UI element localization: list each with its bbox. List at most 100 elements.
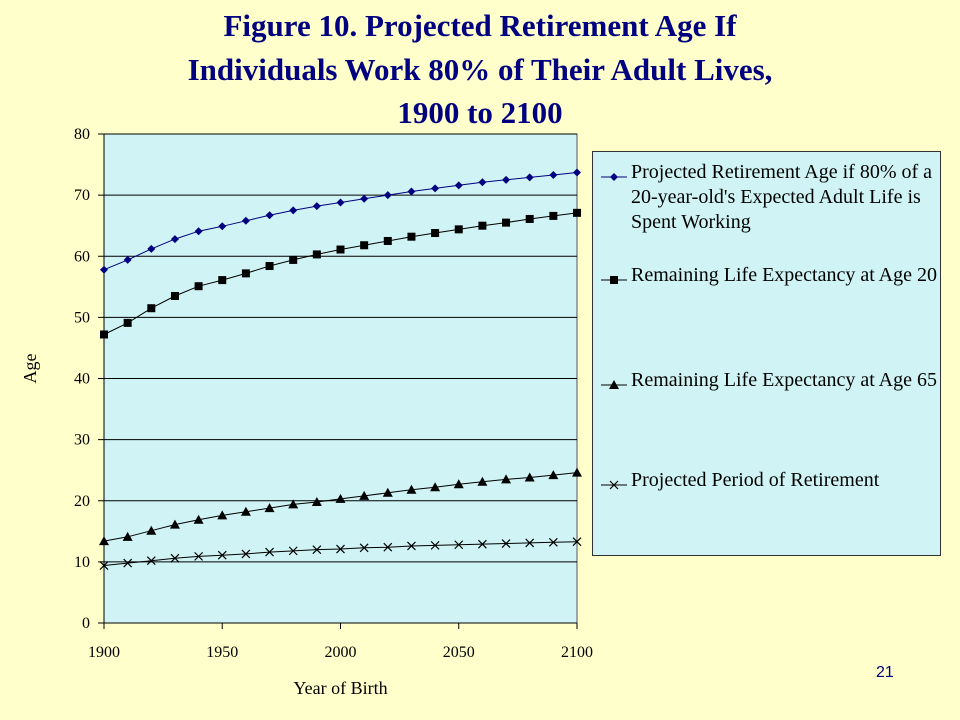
legend-label: Remaining Life Expectancy at Age 65 — [631, 369, 938, 391]
data-point — [501, 539, 511, 548]
legend: Projected Retirement Age if 80% of a 20-… — [592, 151, 941, 556]
data-point — [407, 541, 416, 551]
data-point — [265, 211, 274, 220]
data-point — [573, 208, 581, 217]
data-point — [170, 235, 179, 244]
data-point — [478, 178, 487, 187]
data-point — [265, 262, 274, 271]
data-point — [549, 211, 558, 220]
data-point — [453, 479, 464, 489]
data-point — [147, 304, 156, 313]
y-tick-label: 40 — [74, 371, 90, 388]
legend-swatch-x — [601, 480, 627, 490]
data-point — [477, 476, 488, 486]
y-axis-title: Age — [20, 354, 40, 384]
data-point — [407, 232, 416, 241]
data-point — [100, 265, 108, 274]
data-point — [430, 540, 440, 550]
y-tick-label: 0 — [82, 615, 90, 632]
data-point — [218, 276, 227, 285]
series-x — [99, 537, 582, 570]
data-point — [610, 276, 618, 284]
data-point — [383, 542, 393, 552]
data-point — [360, 241, 369, 250]
data-point — [241, 216, 250, 225]
x-tick-label: 1900 — [88, 644, 120, 661]
data-point — [123, 255, 132, 264]
data-point — [454, 225, 463, 234]
data-point — [524, 472, 535, 482]
data-point — [99, 561, 109, 570]
data-point — [383, 191, 392, 200]
data-point — [147, 244, 156, 253]
data-point — [123, 318, 132, 327]
x-tick-label: 2000 — [325, 644, 357, 661]
data-point — [288, 546, 298, 556]
legend-label: Remaining Life Expectancy at Age 20 — [631, 264, 938, 286]
data-point — [217, 550, 227, 560]
data-point — [194, 282, 203, 291]
data-point — [288, 499, 299, 509]
data-point — [264, 503, 275, 513]
data-point — [312, 545, 322, 555]
data-point — [383, 236, 392, 245]
series-diamond — [100, 168, 581, 274]
chart-title-line-3: 1900 to 2100 — [397, 95, 563, 130]
data-point — [502, 218, 511, 227]
data-point — [312, 250, 321, 259]
data-point — [146, 556, 156, 566]
data-point — [336, 198, 345, 207]
data-point — [501, 474, 512, 484]
chart-title-line-2: Individuals Work 80% of Their Adult Live… — [187, 52, 773, 87]
y-tick-label: 30 — [74, 432, 90, 449]
data-point — [525, 538, 535, 548]
data-point — [407, 187, 416, 196]
y-tick-label: 50 — [74, 309, 90, 326]
data-point — [548, 470, 559, 480]
data-point — [289, 206, 298, 215]
data-point — [289, 255, 298, 264]
data-point — [525, 173, 534, 182]
y-tick-label: 60 — [74, 248, 90, 265]
data-point — [123, 558, 133, 568]
data-point — [193, 514, 204, 524]
legend-swatch-diamond — [601, 173, 627, 181]
legend-label: Projected Period of Retirement — [631, 469, 880, 491]
data-point — [359, 490, 370, 500]
data-point — [146, 525, 157, 535]
data-point — [406, 484, 417, 494]
data-point — [359, 543, 369, 553]
data-point — [312, 202, 321, 211]
x-tick-labels: 1900 1950 2000 2050 2100 — [88, 644, 593, 661]
data-point — [336, 544, 345, 554]
x-tick-label: 1950 — [206, 644, 238, 661]
data-point — [194, 227, 203, 236]
x-tick-label: 2100 — [561, 644, 593, 661]
page-number: 21 — [876, 664, 894, 681]
y-tick-label: 10 — [74, 554, 90, 571]
data-point — [311, 496, 322, 506]
data-point — [548, 537, 558, 547]
data-point — [572, 537, 582, 547]
series-square — [100, 208, 581, 339]
data-point — [122, 531, 133, 541]
y-tick-label: 20 — [74, 493, 90, 510]
data-point — [549, 170, 558, 179]
data-point — [241, 269, 250, 278]
data-point — [610, 173, 618, 181]
legend-label: Projected Retirement Age if 80% of a 20-… — [631, 161, 933, 233]
data-point — [218, 222, 227, 231]
data-point — [169, 519, 180, 529]
data-point — [194, 551, 204, 561]
data-point — [336, 245, 345, 254]
data-point — [360, 194, 369, 203]
data-point — [217, 510, 228, 520]
data-point — [609, 480, 619, 490]
data-point — [454, 181, 463, 190]
data-point — [430, 482, 441, 492]
gridlines — [98, 133, 577, 624]
x-tick-label: 2050 — [443, 644, 475, 661]
data-point — [502, 175, 511, 184]
